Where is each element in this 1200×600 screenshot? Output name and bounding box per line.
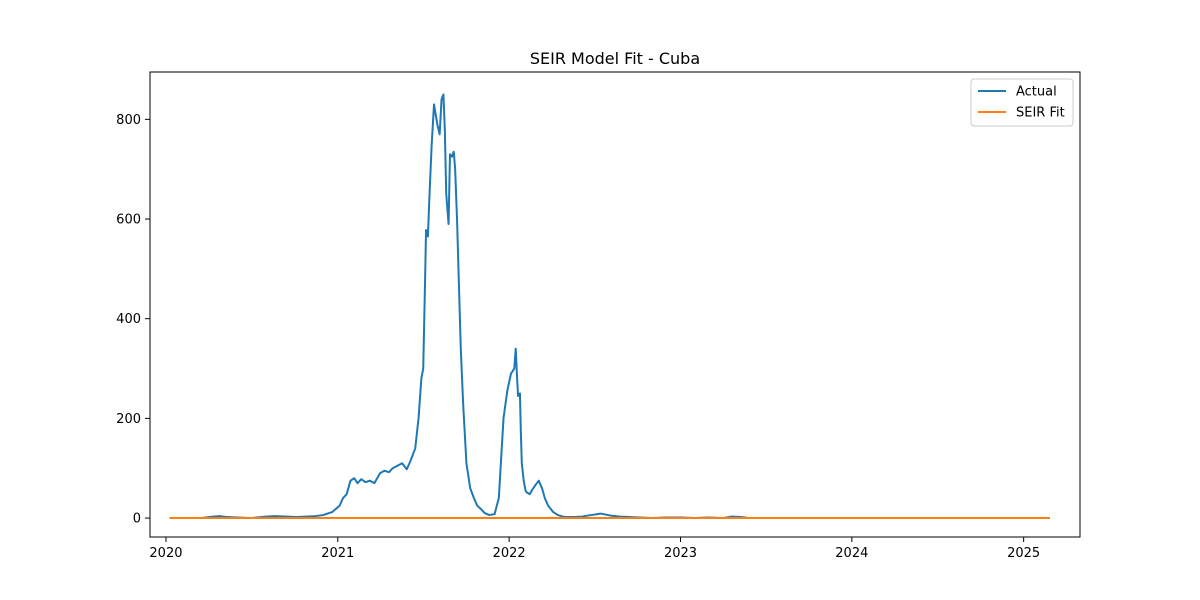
y-tick-label: 600 [116, 213, 141, 228]
y-tick-label: 0 [133, 512, 141, 527]
chart-title: SEIR Model Fit - Cuba [530, 49, 700, 68]
legend-label-seir-fit: SEIR Fit [1016, 106, 1065, 121]
series-line-actual [169, 93, 747, 520]
x-tick-label: 2020 [149, 546, 182, 561]
plot-frame [149, 71, 1081, 538]
y-tick-label: 200 [116, 412, 141, 427]
legend: Actual SEIR Fit [970, 78, 1074, 127]
x-tick-label: 2021 [321, 546, 354, 561]
x-tick-label: 2022 [493, 546, 526, 561]
y-tick-label: 400 [116, 312, 141, 327]
y-axis: 0 200 400 600 800 [116, 113, 150, 527]
y-tick-label: 800 [116, 113, 141, 128]
x-axis: 2020 2021 2022 2023 2024 2025 [149, 537, 1040, 561]
x-tick-label: 2024 [835, 546, 868, 561]
series-layer [169, 93, 1051, 520]
x-tick-label: 2023 [664, 546, 697, 561]
x-tick-label: 2025 [1007, 546, 1040, 561]
legend-label-actual: Actual [1016, 85, 1057, 100]
